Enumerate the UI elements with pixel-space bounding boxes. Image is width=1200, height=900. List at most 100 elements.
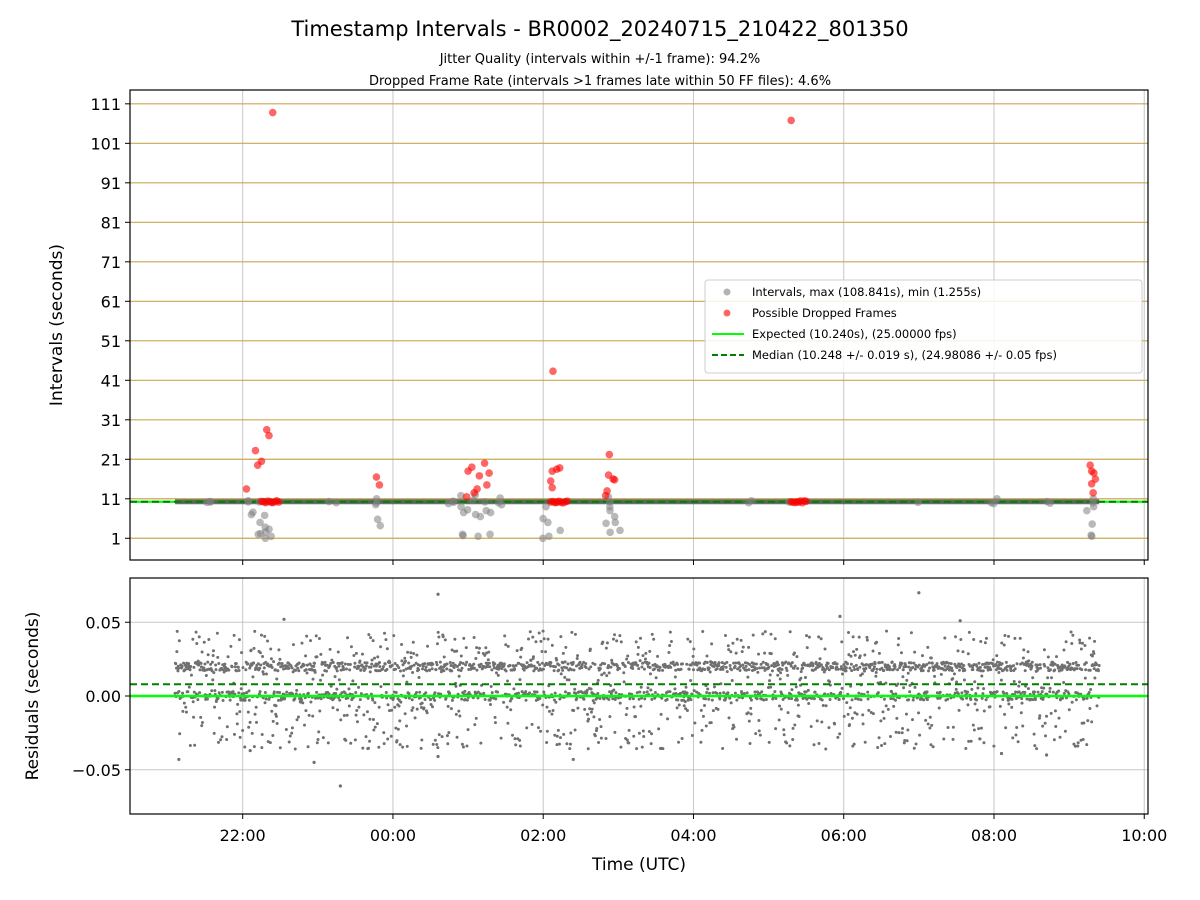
residual-point (311, 714, 315, 718)
residual-point (240, 651, 244, 655)
residual-point (306, 745, 310, 749)
residuals-x-ticks: 22:00 00:00 02:00 04:00 06:00 08:00 10:00 (220, 814, 1167, 845)
legend-marker-intervals (723, 288, 731, 296)
residual-point (452, 665, 456, 669)
residual-point (1004, 660, 1008, 664)
residual-point (451, 661, 455, 665)
residual-point (375, 722, 379, 726)
residual-point (183, 668, 187, 672)
residual-point (749, 706, 753, 710)
residual-point (683, 700, 687, 704)
residual-point (284, 667, 288, 671)
residual-point (592, 701, 596, 705)
residual-point (925, 690, 929, 694)
residual-point (1048, 668, 1052, 672)
residual-point (312, 661, 316, 665)
dropped-frame-point (251, 446, 260, 455)
residual-point (314, 634, 318, 638)
residual-point (967, 739, 971, 743)
residual-point (739, 638, 743, 642)
residual-point (515, 649, 519, 653)
residual-point (806, 688, 810, 692)
residual-point (796, 667, 800, 671)
residual-point (650, 732, 654, 736)
residual-point (607, 697, 611, 701)
residual-point (928, 666, 932, 670)
residual-point (982, 709, 986, 713)
residual-point (357, 705, 361, 709)
residual-point (582, 660, 586, 664)
residual-point (363, 667, 367, 671)
residual-point (195, 641, 199, 645)
residual-point (277, 661, 281, 665)
residual-point (1054, 655, 1058, 659)
residual-point (713, 660, 717, 664)
residual-point (466, 728, 470, 732)
residual-point (911, 698, 915, 702)
residual-point (914, 742, 918, 746)
residual-point (434, 668, 438, 672)
residual-point (331, 661, 335, 665)
residual-point (792, 651, 796, 655)
residual-point (318, 678, 322, 682)
residual-point (484, 646, 488, 650)
residual-point (1006, 634, 1010, 638)
residual-point (393, 705, 397, 709)
residual-point (977, 661, 981, 665)
residual-point (403, 659, 407, 663)
residual-point (494, 671, 498, 675)
residual-point (608, 715, 612, 719)
residual-point (726, 691, 730, 695)
residual-point (639, 704, 643, 708)
residual-point (488, 702, 492, 706)
residual-point (414, 690, 418, 694)
residual-point (555, 734, 559, 738)
residual-point (177, 690, 181, 694)
residual-point (437, 635, 441, 639)
residual-point (319, 697, 323, 701)
dropped-frame-point (475, 472, 484, 480)
residual-point (309, 639, 313, 643)
residual-point (441, 635, 445, 639)
residual-point (423, 662, 427, 666)
residual-point (260, 733, 264, 737)
residual-point (676, 698, 680, 702)
residual-point (421, 667, 425, 671)
residual-point (1046, 655, 1050, 659)
residual-point (538, 697, 542, 701)
residual-point (236, 665, 240, 669)
residual-point (204, 674, 208, 678)
residuals-y-ticks: −0.050.000.05 (72, 613, 130, 780)
residual-outlier-point (248, 748, 252, 753)
residual-point (264, 660, 268, 664)
residual-point (450, 669, 454, 673)
residual-point (823, 647, 827, 651)
residual-point (398, 743, 402, 747)
residual-point (961, 697, 965, 701)
residual-point (896, 643, 900, 647)
residual-point (567, 678, 571, 682)
residual-point (355, 720, 359, 724)
interval-point (496, 494, 504, 502)
residual-point (206, 660, 210, 664)
residual-point (880, 660, 884, 664)
residual-point (890, 690, 894, 694)
residual-point (999, 678, 1003, 682)
intervals-ytick-label: 21 (101, 450, 121, 469)
residual-point (906, 728, 910, 732)
residual-point (828, 680, 832, 684)
residual-point (912, 746, 916, 750)
residual-point (848, 723, 852, 727)
residual-point (873, 662, 877, 666)
residual-point (346, 696, 350, 700)
interval-point (1087, 532, 1096, 541)
residual-point (367, 633, 371, 637)
residual-point (274, 714, 278, 718)
residual-point (890, 660, 894, 664)
residual-point (733, 664, 737, 668)
residual-point (721, 665, 725, 669)
interval-point (1083, 506, 1091, 515)
residual-point (810, 697, 814, 701)
residual-point (589, 687, 593, 691)
residual-point (540, 661, 544, 665)
